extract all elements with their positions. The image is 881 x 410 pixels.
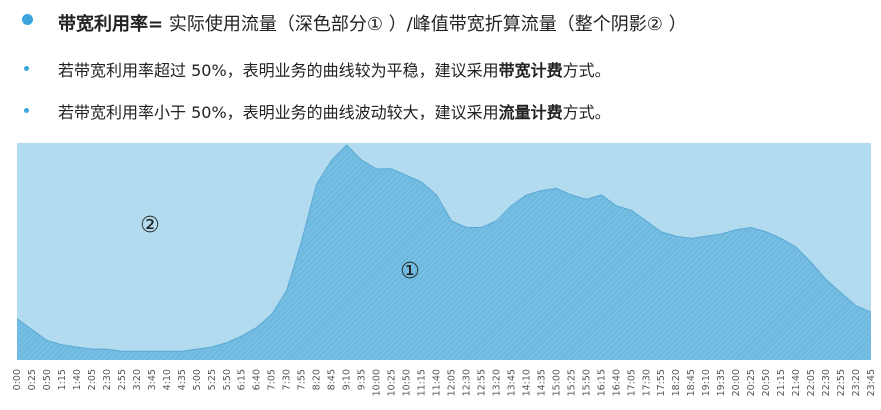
x-tick-label: 8:45 <box>327 369 338 390</box>
bullet-dot <box>24 108 29 113</box>
x-tick-label: 12:05 <box>446 369 457 396</box>
x-tick-label: 23:20 <box>851 369 862 396</box>
x-tick-label: 20:00 <box>731 369 742 396</box>
x-tick-label: 10:00 <box>372 369 383 396</box>
x-tick-label: 16:15 <box>596 369 607 396</box>
bullet-dot <box>24 66 29 71</box>
text-run: 实际使用流量（深色部分① ）/峰值带宽折算流量（整个阴影② ） <box>163 14 687 35</box>
x-tick-label: 13:20 <box>491 369 502 396</box>
text-run: 带宽计费 <box>498 61 563 80</box>
x-tick-label: 12:30 <box>461 369 472 396</box>
x-tick-label: 21:15 <box>776 369 787 396</box>
x-tick-label: 16:40 <box>611 369 622 396</box>
x-tick-label: 17:05 <box>626 369 637 396</box>
bullet-line: 若带宽利用率小于 50%，表明业务的曲线波动较大，建议采用流量计费方式。 <box>58 99 611 123</box>
x-tick-label: 9:35 <box>357 369 368 390</box>
x-tick-label: 15:25 <box>566 369 577 396</box>
bullet-line: 若带宽利用率超过 50%，表明业务的曲线较为平稳，建议采用带宽计费方式。 <box>58 57 611 81</box>
x-tick-label: 3:45 <box>147 369 158 390</box>
x-tick-label: 19:10 <box>701 369 712 396</box>
x-tick-label: 15:50 <box>581 369 592 396</box>
x-tick-label: 1:40 <box>72 369 83 390</box>
text-run: 带宽利用率= <box>58 14 164 35</box>
text-run: 流量计费 <box>498 103 563 122</box>
x-tick-label: 7:30 <box>282 369 293 390</box>
text-run: 若带宽利用率超过 50%，表明业务的曲线较为平稳，建议采用 <box>58 61 499 80</box>
x-tick-label: 18:45 <box>686 369 697 396</box>
x-tick-label: 9:10 <box>342 369 353 390</box>
x-tick-label: 5:50 <box>222 369 233 390</box>
x-tick-label: 8:20 <box>312 369 323 390</box>
x-tick-label: 21:40 <box>791 369 802 396</box>
x-tick-label: 14:10 <box>521 369 532 396</box>
x-tick-label: 4:35 <box>177 369 188 390</box>
x-tick-label: 2:30 <box>102 369 113 390</box>
x-tick-label: 14:35 <box>536 369 547 396</box>
x-tick-label: 0:25 <box>27 369 38 390</box>
x-tick-label: 22:05 <box>806 369 817 396</box>
bullet-dot <box>22 14 33 25</box>
x-tick-label: 0:50 <box>42 369 53 390</box>
x-tick-label: 18:20 <box>671 369 682 396</box>
annotation: ② <box>140 213 160 238</box>
x-tick-label: 5:25 <box>207 369 218 390</box>
annotation: ① <box>400 259 420 284</box>
x-tick-label: 23:45 <box>866 369 877 396</box>
x-tick-label: 7:05 <box>267 369 278 390</box>
bullet-line: 带宽利用率= 实际使用流量（深色部分① ）/峰值带宽折算流量（整个阴影② ） <box>58 10 687 36</box>
x-tick-label: 2:55 <box>117 369 128 390</box>
x-tick-label: 12:55 <box>476 369 487 396</box>
x-tick-label: 10:25 <box>387 369 398 396</box>
x-tick-label: 0:00 <box>12 369 23 390</box>
x-tick-label: 17:55 <box>656 369 667 396</box>
x-tick-label: 1:15 <box>57 369 68 390</box>
x-tick-label: 6:40 <box>252 369 263 390</box>
x-tick-label: 20:50 <box>761 369 772 396</box>
text-run: 方式。 <box>562 103 611 122</box>
x-tick-label: 5:00 <box>192 369 203 390</box>
x-tick-label: 19:35 <box>716 369 727 396</box>
x-tick-label: 17:30 <box>641 369 652 396</box>
x-tick-label: 22:55 <box>836 369 847 396</box>
x-tick-label: 7:55 <box>297 369 308 390</box>
text-run: 方式。 <box>562 61 611 80</box>
usage-edge <box>16 144 872 352</box>
x-tick-label: 3:20 <box>132 369 143 390</box>
x-tick-label: 22:30 <box>821 369 832 396</box>
x-tick-label: 15:00 <box>551 369 562 396</box>
x-tick-label: 11:15 <box>417 369 428 396</box>
x-tick-label: 13:45 <box>506 369 517 396</box>
x-tick-label: 11:40 <box>432 369 443 396</box>
text-run: 若带宽利用率小于 50%，表明业务的曲线波动较大，建议采用 <box>58 103 499 122</box>
x-tick-label: 20:25 <box>746 369 757 396</box>
x-tick-label: 4:10 <box>162 369 173 390</box>
x-tick-label: 2:05 <box>87 369 98 390</box>
x-tick-label: 10:50 <box>402 369 413 396</box>
usage-hatch <box>17 145 871 360</box>
x-tick-label: 6:15 <box>237 369 248 390</box>
